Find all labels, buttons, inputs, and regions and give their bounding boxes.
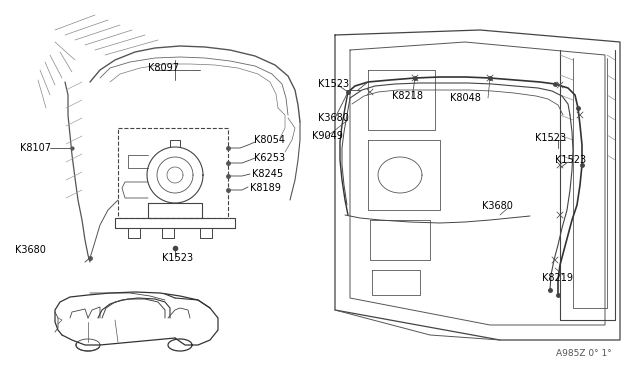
Text: K8097: K8097 (148, 63, 179, 73)
Text: K8054: K8054 (254, 135, 285, 145)
Text: K3680: K3680 (482, 201, 513, 211)
Text: K8245: K8245 (252, 169, 283, 179)
Text: K1523: K1523 (318, 79, 349, 89)
Text: K3680: K3680 (15, 245, 46, 255)
Text: K8219: K8219 (542, 273, 573, 283)
Text: K8218: K8218 (392, 91, 423, 101)
Text: K1523: K1523 (162, 253, 193, 263)
Text: K8107: K8107 (20, 143, 51, 153)
Text: K8189: K8189 (250, 183, 281, 193)
Text: K9049: K9049 (312, 131, 343, 141)
Text: K1523: K1523 (535, 133, 566, 143)
Text: K1523: K1523 (555, 155, 586, 165)
Text: K6253: K6253 (254, 153, 285, 163)
Text: K3680: K3680 (318, 113, 349, 123)
Bar (118, 128, 228, 218)
Text: A985Z 0° 1°: A985Z 0° 1° (556, 350, 612, 359)
Text: K8048: K8048 (450, 93, 481, 103)
